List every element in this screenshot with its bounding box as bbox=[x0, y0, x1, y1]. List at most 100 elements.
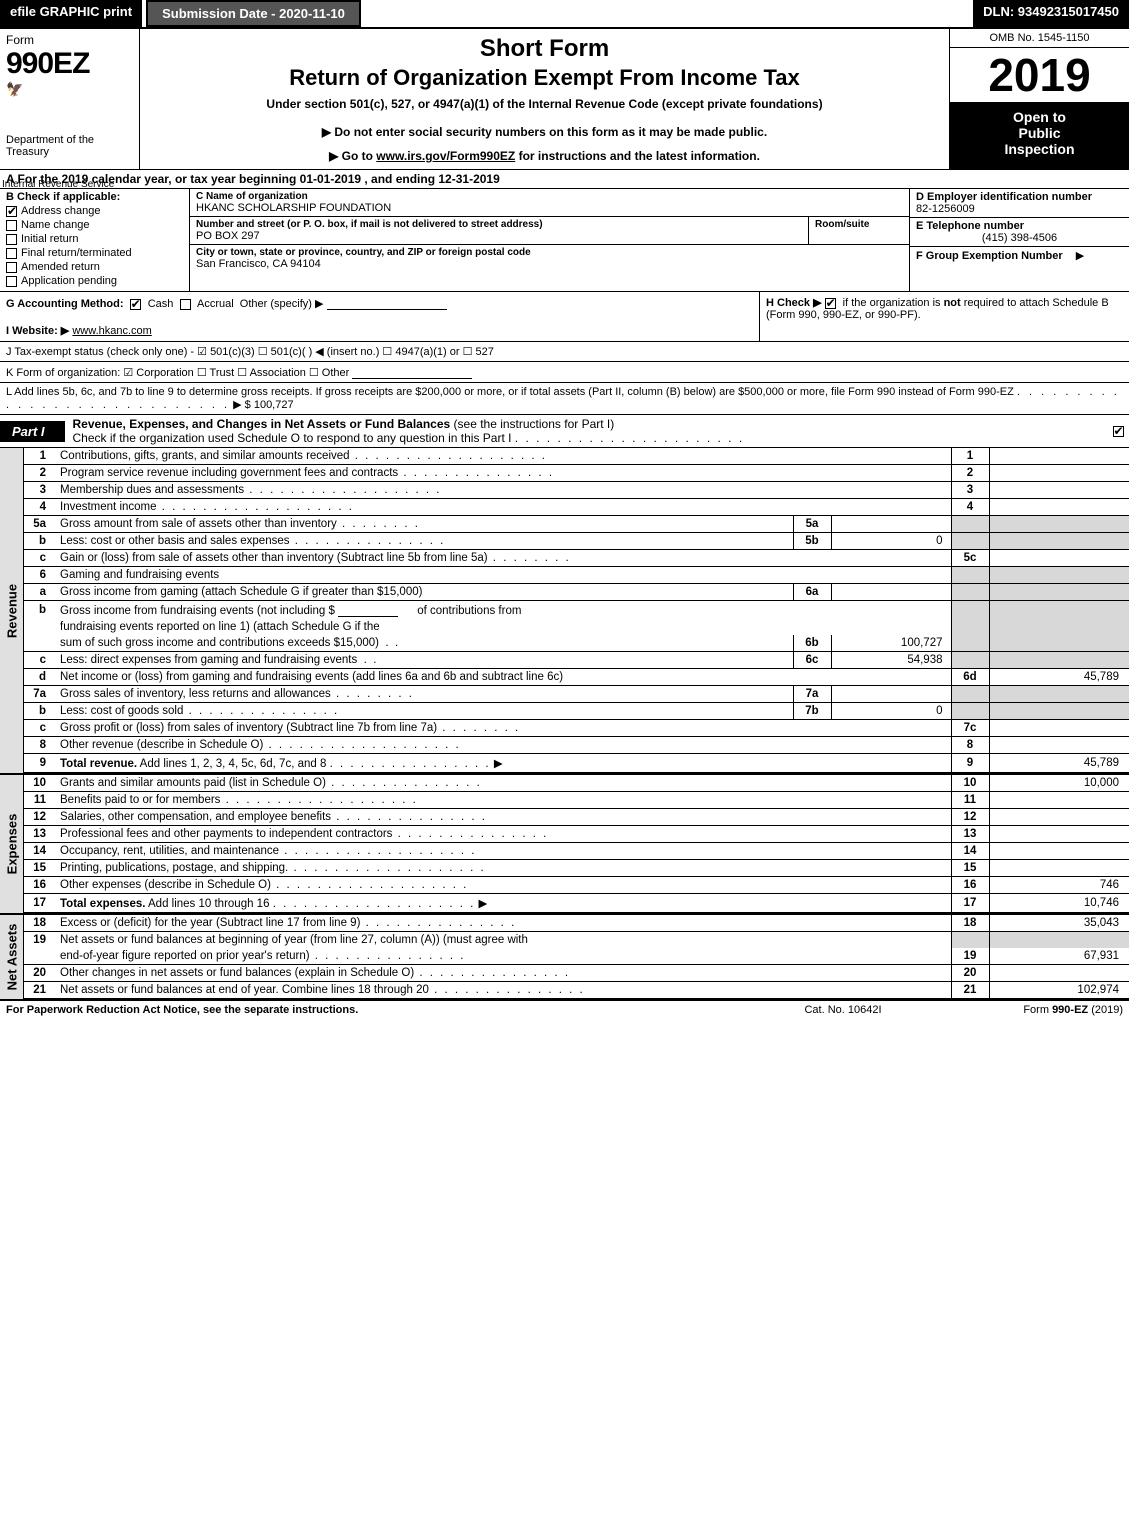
line-5c-desc: Gain or (loss) from sale of assets other… bbox=[56, 550, 951, 567]
line-2-val bbox=[989, 465, 1129, 482]
line-12: 12 Salaries, other compensation, and emp… bbox=[24, 809, 1129, 826]
line-6b-desc3: fundraising events reported on line 1) (… bbox=[56, 619, 951, 635]
line-9-desc: Total revenue. Add lines 1, 2, 3, 4, 5c,… bbox=[56, 754, 951, 773]
checkbox-name-change[interactable] bbox=[6, 220, 17, 231]
line-6d-box: 6d bbox=[951, 669, 989, 686]
other-specify-field[interactable] bbox=[327, 296, 447, 310]
line-1-desc: Contributions, gifts, grants, and simila… bbox=[56, 448, 951, 465]
ein-value: 82-1256009 bbox=[916, 203, 1123, 215]
line-17-desc: Total expenses. Add lines 10 through 16 … bbox=[56, 894, 951, 913]
tax-year: 2019 bbox=[950, 48, 1129, 103]
revenue-side-label: Revenue bbox=[0, 448, 24, 773]
part1-title-bold: Revenue, Expenses, and Changes in Net As… bbox=[73, 417, 451, 431]
c-street-row: Number and street (or P. O. box, if mail… bbox=[190, 217, 909, 245]
line-7b-num: b bbox=[24, 703, 56, 720]
checkbox-final-return[interactable] bbox=[6, 248, 17, 259]
org-name: HKANC SCHOLARSHIP FOUNDATION bbox=[196, 202, 903, 214]
org-city: San Francisco, CA 94104 bbox=[196, 258, 903, 270]
line-12-val bbox=[989, 809, 1129, 826]
checkbox-accrual[interactable] bbox=[180, 299, 191, 310]
line-6a-num: a bbox=[24, 584, 56, 601]
line-5c-box: 5c bbox=[951, 550, 989, 567]
goto-link[interactable]: www.irs.gov/Form990EZ bbox=[376, 149, 515, 163]
irs-logo-icon: 🦅 bbox=[6, 81, 133, 98]
line-2-box: 2 bbox=[951, 465, 989, 482]
line-11-box: 11 bbox=[951, 792, 989, 809]
line-16-num: 16 bbox=[24, 877, 56, 894]
line-7c-desc: Gross profit or (loss) from sales of inv… bbox=[56, 720, 951, 737]
line-6b-r2: fundraising events reported on line 1) (… bbox=[24, 619, 1129, 635]
line-7c-box: 7c bbox=[951, 720, 989, 737]
line-6b-subval: 100,727 bbox=[831, 635, 951, 652]
line-19-r1: 19 Net assets or fund balances at beginn… bbox=[24, 932, 1129, 949]
expenses-side-label: Expenses bbox=[0, 775, 24, 913]
row-j-tax-exempt: J Tax-exempt status (check only one) - ☑… bbox=[0, 342, 1129, 362]
line-6b-desc4-span: sum of such gross income and contributio… bbox=[60, 637, 379, 649]
c-name-label: C Name of organization bbox=[196, 191, 903, 202]
line-7a-desc: Gross sales of inventory, less returns a… bbox=[56, 686, 793, 703]
line-21-box: 21 bbox=[951, 982, 989, 999]
checkbox-schedule-o[interactable] bbox=[1113, 426, 1124, 437]
line-6b-shade1-val bbox=[989, 601, 1129, 620]
checkbox-cash[interactable] bbox=[130, 299, 141, 310]
line-5c-num: c bbox=[24, 550, 56, 567]
under-section-text: Under section 501(c), 527, or 4947(a)(1)… bbox=[150, 97, 939, 111]
line-6: 6 Gaming and fundraising events bbox=[24, 567, 1129, 584]
line-4-num: 4 bbox=[24, 499, 56, 516]
line-5c-val bbox=[989, 550, 1129, 567]
line-6b-subbox: 6b bbox=[793, 635, 831, 652]
efile-print-label[interactable]: efile GRAPHIC print bbox=[0, 0, 142, 27]
line-9-rest: Add lines 1, 2, 3, 4, 5c, 6d, 7c, and 8 bbox=[137, 758, 326, 770]
line-6c-desc-span: Less: direct expenses from gaming and fu… bbox=[60, 654, 357, 666]
line-12-num: 12 bbox=[24, 809, 56, 826]
topbar-spacer bbox=[361, 0, 973, 27]
line-5b-subbox: 5b bbox=[793, 533, 831, 550]
line-6c-subval: 54,938 bbox=[831, 652, 951, 669]
line-20-desc: Other changes in net assets or fund bala… bbox=[56, 965, 951, 982]
line-1-box: 1 bbox=[951, 448, 989, 465]
line-14: 14 Occupancy, rent, utilities, and maint… bbox=[24, 843, 1129, 860]
h-not: not bbox=[944, 297, 961, 309]
h-text1: if the organization is bbox=[843, 297, 944, 309]
line-12-desc: Salaries, other compensation, and employ… bbox=[56, 809, 951, 826]
goto-instructions: Go to www.irs.gov/Form990EZ for instruct… bbox=[150, 149, 939, 163]
line-9-num: 9 bbox=[24, 754, 56, 773]
checkbox-address-change[interactable] bbox=[6, 206, 17, 217]
website-link[interactable]: www.hkanc.com bbox=[72, 325, 151, 337]
line-15-box: 15 bbox=[951, 860, 989, 877]
checkbox-application-pending[interactable] bbox=[6, 276, 17, 287]
line-19-desc2: end-of-year figure reported on prior yea… bbox=[56, 948, 951, 965]
col-b-title: B Check if applicable: bbox=[6, 191, 183, 203]
line-5a: 5a Gross amount from sale of assets othe… bbox=[24, 516, 1129, 533]
line-6c: c Less: direct expenses from gaming and … bbox=[24, 652, 1129, 669]
line-5a-desc: Gross amount from sale of assets other t… bbox=[56, 516, 793, 533]
line-6b-desc2-span: of contributions from bbox=[417, 605, 521, 617]
checkbox-schedule-b-not-required[interactable] bbox=[825, 298, 836, 309]
c-city-row: City or town, state or province, country… bbox=[190, 245, 909, 272]
short-form-title: Short Form bbox=[150, 35, 939, 63]
line-3-desc: Membership dues and assessments bbox=[56, 482, 951, 499]
part1-title-rest: (see the instructions for Part I) bbox=[450, 417, 614, 431]
line-10-desc: Grants and similar amounts paid (list in… bbox=[56, 775, 951, 792]
checkbox-initial-return[interactable] bbox=[6, 234, 17, 245]
c-city-label: City or town, state or province, country… bbox=[196, 247, 903, 258]
line-20-box: 20 bbox=[951, 965, 989, 982]
other-org-field[interactable] bbox=[352, 365, 472, 379]
line-9: 9 Total revenue. Add lines 1, 2, 3, 4, 5… bbox=[24, 754, 1129, 773]
line-17-val: 10,746 bbox=[989, 894, 1129, 913]
line-16: 16 Other expenses (describe in Schedule … bbox=[24, 877, 1129, 894]
line-13-desc: Professional fees and other payments to … bbox=[56, 826, 951, 843]
header-left: Form 990EZ 🦅 Department of the Treasury … bbox=[0, 29, 140, 169]
line-21-val: 102,974 bbox=[989, 982, 1129, 999]
line-6b-blank[interactable] bbox=[338, 603, 398, 617]
page-footer: For Paperwork Reduction Act Notice, see … bbox=[0, 1001, 1129, 1019]
expenses-table: 10 Grants and similar amounts paid (list… bbox=[24, 775, 1129, 913]
line-6-num: 6 bbox=[24, 567, 56, 584]
line-7a-num: 7a bbox=[24, 686, 56, 703]
dln-number: DLN: 93492315017450 bbox=[973, 0, 1129, 27]
line-16-box: 16 bbox=[951, 877, 989, 894]
line-8-val bbox=[989, 737, 1129, 754]
netassets-side-label: Net Assets bbox=[0, 915, 24, 999]
checkbox-amended-return[interactable] bbox=[6, 262, 17, 273]
line-21-desc: Net assets or fund balances at end of ye… bbox=[56, 982, 951, 999]
